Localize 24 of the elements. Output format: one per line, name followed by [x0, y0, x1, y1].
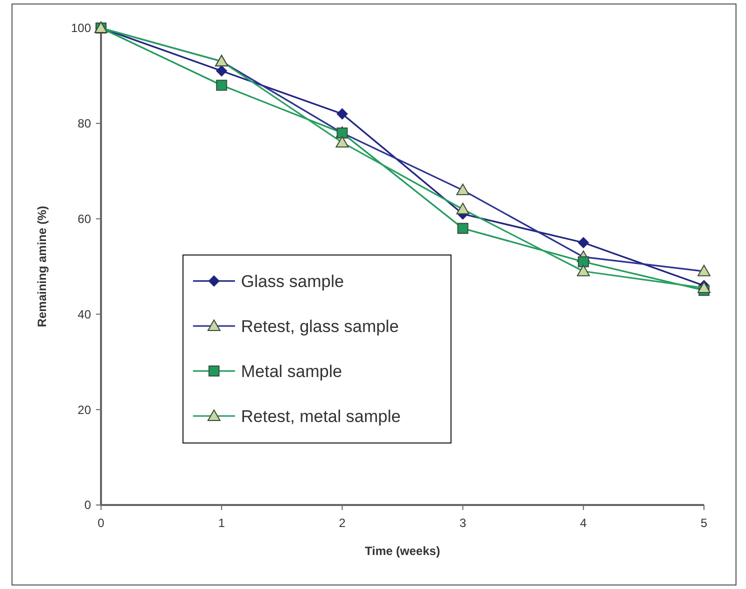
y-tick-label: 0 — [84, 498, 92, 512]
x-tick-label: 0 — [98, 516, 105, 530]
legend-label: Retest, metal sample — [241, 406, 401, 426]
x-tick-label: 3 — [459, 516, 466, 530]
point — [216, 80, 228, 91]
y-tick-label: 40 — [78, 307, 92, 322]
legend-label: Glass sample — [241, 272, 344, 291]
x-tick-label: 2 — [338, 516, 346, 530]
y-tick-label: 20 — [78, 402, 92, 417]
point — [578, 237, 589, 248]
legend-label: Retest, glass sample — [241, 316, 399, 336]
legend-label: Metal sample — [241, 362, 342, 381]
point — [336, 108, 348, 120]
point — [216, 65, 228, 76]
y-tick-label: 60 — [78, 212, 92, 226]
x-tick-label: 4 — [580, 516, 588, 530]
y-axis-title: Remaining amine (%) — [35, 206, 49, 328]
x-tick-label: 1 — [218, 516, 226, 530]
y-tick-label: 80 — [78, 116, 92, 131]
point — [578, 256, 589, 268]
y-tick-label: 100 — [70, 21, 92, 36]
x-axis-title: Time (weeks) — [364, 544, 440, 558]
x-tick-label: 5 — [700, 516, 708, 530]
point — [457, 222, 468, 234]
